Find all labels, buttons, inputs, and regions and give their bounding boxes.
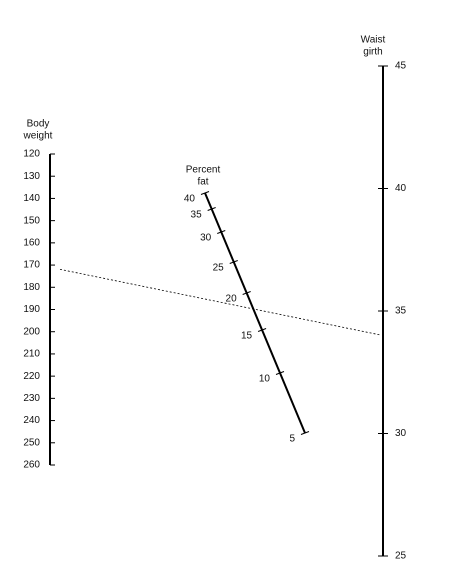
- fat-title: fat: [197, 177, 208, 188]
- fat-tick-label: 25: [213, 263, 225, 274]
- fat-tick-label: 40: [184, 194, 196, 205]
- weight-tick-label: 240: [23, 415, 40, 426]
- waist-title: girth: [363, 47, 382, 58]
- fat-tick-label: 5: [289, 434, 295, 445]
- fat-tick-label: 20: [226, 294, 238, 305]
- waist-tick-label: 25: [395, 551, 407, 562]
- weight-tick-label: 170: [23, 260, 40, 271]
- fat-tick: [300, 431, 310, 435]
- weight-tick-label: 260: [23, 460, 40, 471]
- fat-title: Percent: [186, 165, 221, 176]
- weight-tick-label: 210: [23, 349, 40, 360]
- fat-tick-label: 15: [241, 331, 253, 342]
- fat-tick-label: 30: [200, 233, 212, 244]
- waist-title: Waist: [361, 35, 386, 46]
- weight-tick-label: 230: [23, 393, 40, 404]
- waist-tick-label: 40: [395, 183, 407, 194]
- weight-title: Body: [27, 119, 50, 130]
- weight-tick-label: 160: [23, 237, 40, 248]
- weight-tick-label: 120: [23, 149, 40, 160]
- fat-tick-label: 10: [259, 374, 271, 385]
- fat-tick: [217, 230, 226, 234]
- fat-tick: [229, 260, 238, 264]
- fat-axis: [204, 192, 306, 434]
- example-line: [59, 268, 381, 336]
- weight-title: weight: [23, 131, 53, 142]
- weight-tick-label: 180: [23, 282, 40, 293]
- fat-tick: [275, 371, 285, 375]
- waist-tick-label: 30: [395, 428, 407, 439]
- weight-tick-label: 190: [23, 304, 40, 315]
- waist-tick-label: 45: [395, 61, 407, 72]
- weight-tick-label: 130: [23, 171, 40, 182]
- weight-tick-label: 220: [23, 371, 40, 382]
- fat-tick: [257, 328, 267, 332]
- weight-tick-label: 200: [23, 326, 40, 337]
- weight-tick-label: 150: [23, 215, 40, 226]
- fat-tick: [200, 191, 210, 195]
- fat-tick: [207, 207, 216, 211]
- weight-tick-label: 140: [23, 193, 40, 204]
- weight-tick-label: 250: [23, 437, 40, 448]
- fat-tick-label: 35: [191, 210, 203, 221]
- fat-tick: [242, 291, 251, 295]
- waist-tick-label: 35: [395, 306, 407, 317]
